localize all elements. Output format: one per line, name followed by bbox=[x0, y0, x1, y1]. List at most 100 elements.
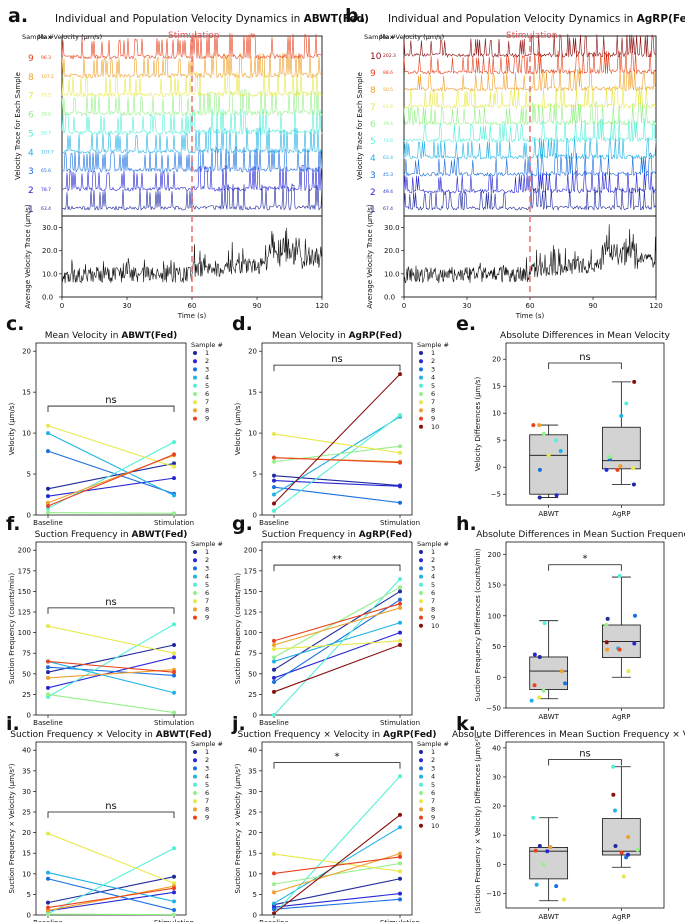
legend-marker-7 bbox=[193, 400, 197, 405]
legend-label-7: 7 bbox=[431, 797, 435, 805]
legend-title: Sample # bbox=[191, 540, 223, 548]
legend-marker-3 bbox=[193, 766, 197, 771]
xtick-label: Stimulation bbox=[154, 719, 194, 727]
point-baseline-7 bbox=[46, 831, 50, 836]
series-line-9 bbox=[273, 457, 401, 464]
legend-label-3: 3 bbox=[205, 564, 209, 572]
ytick-label: 10 bbox=[492, 832, 501, 840]
point-stimulation-4 bbox=[172, 899, 176, 904]
point-stimulation-7 bbox=[172, 651, 176, 656]
sample-number-3: 3 bbox=[28, 167, 34, 177]
legend-marker-3 bbox=[193, 566, 197, 571]
ytick-label: 35 bbox=[22, 767, 31, 775]
max-velocity-4: 103.7 bbox=[41, 149, 54, 155]
point-baseline-1 bbox=[46, 486, 50, 491]
point-stimulation-2 bbox=[172, 476, 176, 481]
xtick-label: 30 bbox=[463, 302, 472, 310]
ytick-label: 10.0 bbox=[384, 270, 400, 278]
ytick-label: 10 bbox=[492, 410, 501, 418]
ytick-label: 15 bbox=[248, 389, 257, 397]
point-ABWT-5 bbox=[542, 621, 547, 626]
point-ABWT-5 bbox=[554, 438, 559, 443]
point-ABWT-7 bbox=[561, 897, 566, 902]
point-stimulation-1 bbox=[398, 876, 402, 881]
ytick-label: 30.0 bbox=[42, 224, 58, 232]
point-baseline-6 bbox=[272, 459, 276, 464]
axes-frame bbox=[35, 741, 187, 916]
point-stimulation-1 bbox=[398, 589, 402, 594]
ytick-label: 0 bbox=[497, 464, 501, 472]
point-AgRP-6 bbox=[604, 623, 609, 627]
xtick-label: Baseline bbox=[259, 519, 289, 527]
panel-j: Suction Frequency × Velocity in AgRP(Fed… bbox=[234, 730, 449, 922]
point-baseline-2 bbox=[272, 675, 276, 680]
legend-marker-3 bbox=[419, 566, 423, 571]
point-baseline-5 bbox=[272, 508, 276, 513]
series-line-3 bbox=[273, 486, 401, 504]
legend-label-4: 4 bbox=[431, 573, 435, 581]
ytick-label: 15 bbox=[22, 850, 31, 858]
point-stimulation-7 bbox=[172, 881, 176, 886]
max-velocity-9: 88.6 bbox=[383, 70, 393, 76]
legend-label-6: 6 bbox=[431, 589, 435, 597]
ytick-label: 30.0 bbox=[384, 224, 400, 232]
legend-marker-8 bbox=[419, 408, 423, 413]
ytick-label: 15 bbox=[22, 389, 31, 397]
point-baseline-1 bbox=[46, 900, 50, 905]
point-baseline-5 bbox=[272, 713, 276, 717]
point-stimulation-3 bbox=[398, 897, 402, 902]
series-line-3 bbox=[273, 898, 401, 910]
legend-label-2: 2 bbox=[431, 357, 435, 365]
series-line-2 bbox=[47, 656, 175, 689]
sample-number-10: 10 bbox=[370, 52, 382, 62]
legend-marker-9 bbox=[419, 615, 423, 620]
ytick-label: 40 bbox=[22, 747, 31, 755]
legend-label-1: 1 bbox=[205, 548, 209, 556]
point-baseline-9 bbox=[46, 905, 50, 910]
legend-marker-1 bbox=[193, 351, 197, 355]
point-baseline-6 bbox=[272, 655, 276, 660]
ytick-label: 0.0 bbox=[384, 294, 395, 302]
legend-label-6: 6 bbox=[205, 390, 209, 398]
point-ABWT-4 bbox=[558, 449, 563, 453]
legend-marker-5 bbox=[193, 383, 197, 388]
legend-marker-9 bbox=[419, 416, 423, 421]
point-baseline-3 bbox=[272, 680, 276, 685]
ytick-label: 20 bbox=[492, 803, 501, 811]
legend-marker-1 bbox=[193, 750, 197, 754]
ytick-label: 200 bbox=[244, 547, 257, 555]
panel-i: Suction Frequency × Velocity in ABWT(Fed… bbox=[8, 730, 223, 922]
series-line-3 bbox=[47, 666, 175, 677]
ytick-label: 0.0 bbox=[42, 294, 53, 302]
ytick-label: 10 bbox=[22, 430, 31, 438]
panel-label-g: g. bbox=[232, 513, 253, 535]
legend-title: Sample # bbox=[191, 740, 223, 748]
legend-marker-4 bbox=[419, 774, 423, 779]
xtick-label: ABWT bbox=[538, 913, 559, 921]
legend-marker-7 bbox=[193, 599, 197, 604]
ytick-label: 5 bbox=[253, 471, 257, 479]
point-stimulation-5 bbox=[172, 622, 176, 627]
point-ABWT-8 bbox=[559, 669, 564, 674]
point-baseline-2 bbox=[46, 685, 50, 690]
point-baseline-1 bbox=[46, 670, 50, 675]
legend-label-7: 7 bbox=[431, 398, 435, 406]
point-ABWT-6 bbox=[541, 862, 546, 867]
point-stimulation-2 bbox=[398, 891, 402, 896]
series-line-1 bbox=[47, 876, 175, 904]
point-AgRP-5 bbox=[617, 573, 622, 578]
ylabel-top: Velocity Trace for Each Sample bbox=[14, 72, 22, 180]
legend-marker-5 bbox=[193, 782, 197, 787]
ytick-label: 10 bbox=[248, 430, 257, 438]
point-AgRP-4 bbox=[619, 413, 624, 418]
point-stimulation-6 bbox=[172, 912, 176, 917]
panel-f: Suction Frequency in ABWT(Fed)0255075100… bbox=[8, 530, 223, 727]
legend-label-1: 1 bbox=[431, 748, 435, 756]
legend-marker-7 bbox=[419, 599, 423, 604]
legend-marker-8 bbox=[419, 807, 423, 812]
point-ABWT-9 bbox=[533, 848, 538, 853]
point-AgRP-6 bbox=[635, 847, 640, 852]
ytick-label: 0 bbox=[253, 512, 257, 520]
series-line-4 bbox=[47, 660, 175, 694]
ytick-label: 100 bbox=[18, 629, 31, 637]
